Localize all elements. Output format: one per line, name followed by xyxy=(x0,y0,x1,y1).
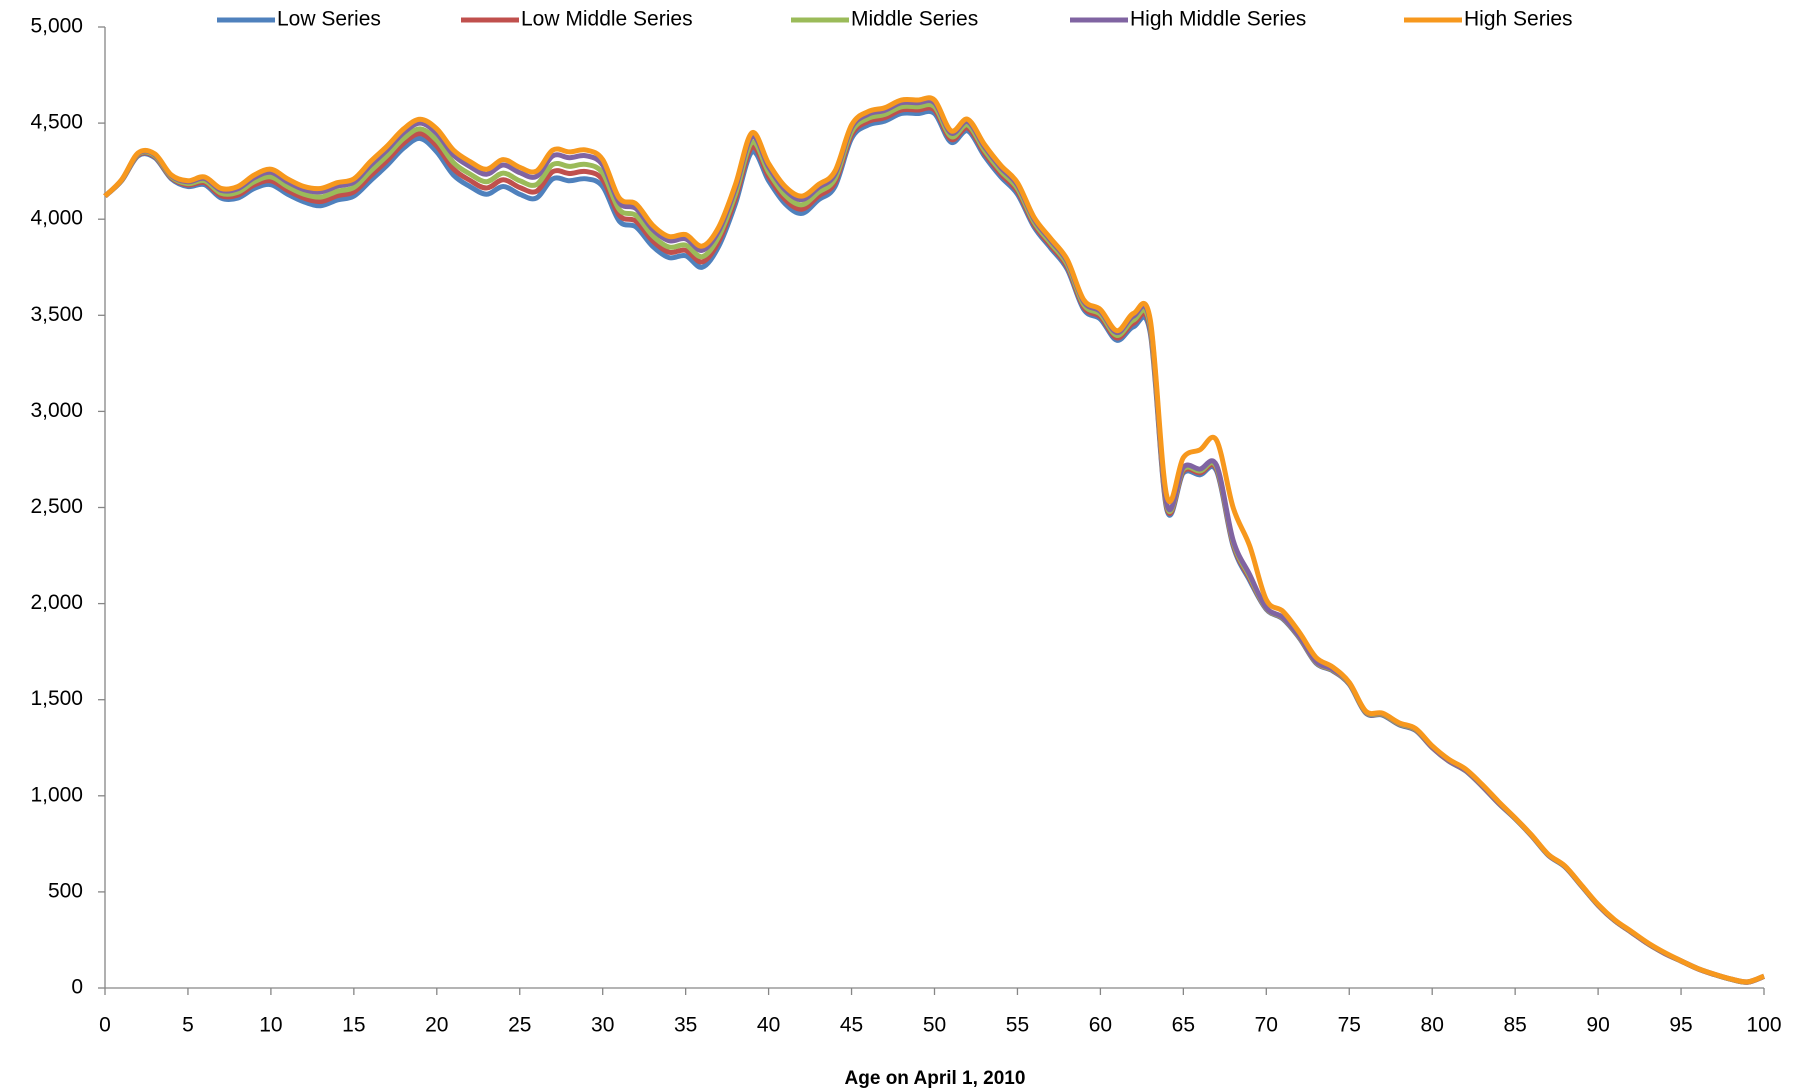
x-tick-label: 65 xyxy=(1172,1014,1195,1037)
x-tick-label: 5 xyxy=(182,1014,194,1037)
legend-label: High Middle Series xyxy=(1130,8,1306,31)
y-tick-label: 3,000 xyxy=(30,399,83,422)
y-tick-label: 1,000 xyxy=(30,783,83,806)
y-tick-label: 2,000 xyxy=(30,591,83,614)
x-tick-label: 0 xyxy=(99,1014,111,1037)
x-tick-label: 90 xyxy=(1586,1014,1609,1037)
series-line xyxy=(103,108,1765,985)
x-tick-label: 45 xyxy=(840,1014,863,1037)
y-tick-label: 5,000 xyxy=(30,15,83,38)
x-tick-label: 35 xyxy=(674,1014,697,1037)
y-tick-label: 4,000 xyxy=(30,207,83,230)
legend-label: Low Middle Series xyxy=(521,8,693,31)
legend-label: Low Series xyxy=(277,8,381,31)
x-tick-label: 60 xyxy=(1089,1014,1112,1037)
series-line xyxy=(103,98,1765,985)
x-axis-title: Age on April 1, 2010 xyxy=(845,1068,1026,1089)
series-line xyxy=(103,105,1765,985)
x-tick-label: 50 xyxy=(923,1014,946,1037)
x-tick-label: 15 xyxy=(342,1014,365,1037)
y-tick-label: 4,500 xyxy=(30,111,83,134)
y-tick-label: 3,500 xyxy=(30,303,83,326)
x-tick-label: 70 xyxy=(1255,1014,1278,1037)
y-tick-label: 500 xyxy=(48,879,83,902)
x-tick-label: 95 xyxy=(1669,1014,1692,1037)
series-line xyxy=(103,95,1765,985)
x-tick-label: 80 xyxy=(1421,1014,1444,1037)
x-tick-label: 30 xyxy=(591,1014,614,1037)
x-tick-label: 85 xyxy=(1503,1014,1526,1037)
x-tick-label: 20 xyxy=(425,1014,448,1037)
y-tick-label: 0 xyxy=(71,976,83,999)
y-tick-label: 2,500 xyxy=(30,495,83,518)
x-tick-label: 75 xyxy=(1338,1014,1361,1037)
legend-label: High Series xyxy=(1464,8,1573,31)
x-tick-label: 40 xyxy=(757,1014,780,1037)
legend-label: Middle Series xyxy=(851,8,978,31)
series-line xyxy=(103,102,1765,985)
x-tick-label: 100 xyxy=(1746,1014,1781,1037)
x-tick-label: 25 xyxy=(508,1014,531,1037)
x-tick-label: 10 xyxy=(259,1014,282,1037)
x-tick-label: 55 xyxy=(1006,1014,1029,1037)
y-tick-label: 1,500 xyxy=(30,687,83,710)
